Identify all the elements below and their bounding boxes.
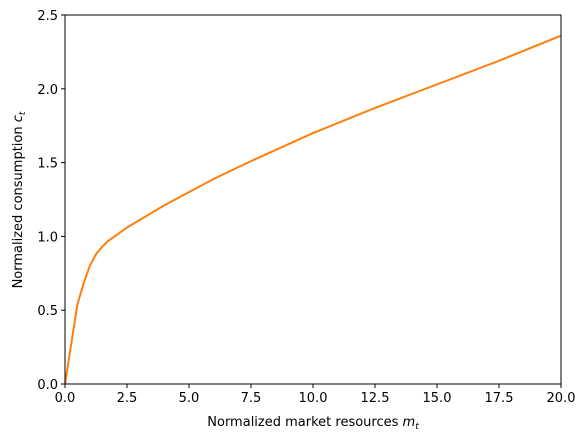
x-tick-label: 10.0: [299, 391, 328, 406]
line: [64, 34, 562, 385]
y-tick-label: 2.0: [37, 83, 58, 98]
x-tick-label: 12.5: [361, 391, 390, 406]
y-tick-label: 2.5: [37, 9, 58, 24]
x-tick-label: 15.0: [423, 391, 452, 406]
y-label-sub: t: [18, 111, 28, 115]
x-label-text: Normalized market resources: [207, 415, 402, 430]
x-tick-label: 2.5: [117, 391, 138, 406]
x-tick-label: 20.0: [547, 391, 576, 406]
x-axis-label: Normalized market resources mt: [207, 415, 419, 432]
x-tick-label: 7.5: [241, 391, 262, 406]
y-tick-label: 0.0: [37, 378, 58, 393]
y-label-var: c: [11, 115, 26, 122]
plot-frame: [64, 14, 562, 385]
x-tick-label: 0.0: [55, 391, 76, 406]
x-label-sub: t: [415, 422, 419, 432]
y-tick-label: 1.0: [37, 230, 58, 245]
y-axis-label: Normalized consumption ct: [11, 111, 28, 288]
x-tick-label: 5.0: [179, 391, 200, 406]
x-tick-label: 17.5: [485, 391, 514, 406]
x-label-var: m: [403, 415, 416, 430]
y-tick-label: 0.5: [37, 304, 58, 319]
y-label-text: Normalized consumption: [11, 122, 26, 288]
y-tick-label: 1.5: [37, 157, 58, 172]
